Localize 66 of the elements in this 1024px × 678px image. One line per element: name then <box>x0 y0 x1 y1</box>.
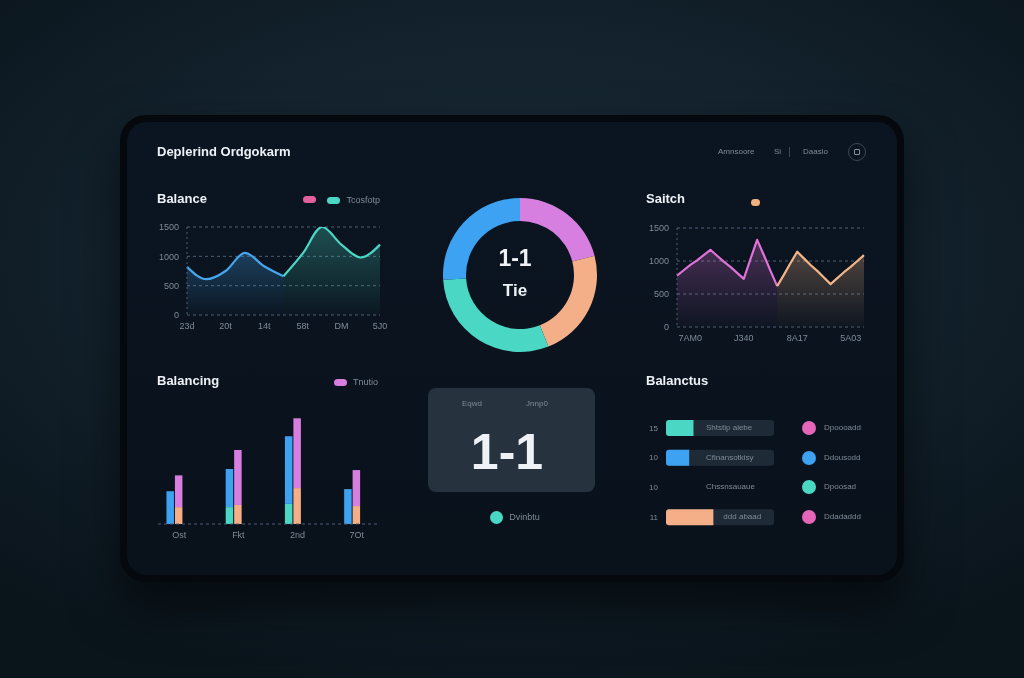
y-tick-label: 1500 <box>158 222 179 233</box>
bar <box>174 475 183 508</box>
y-tick-label: 15 <box>649 423 659 433</box>
bar <box>174 507 183 524</box>
x-tick-label: J340 <box>734 333 754 344</box>
legend-label: Tcosfotp <box>346 195 380 206</box>
annotation: Chssnsauaue <box>706 482 755 493</box>
bar <box>225 507 234 524</box>
chart-title: Balancing <box>157 373 220 389</box>
text: Ddadaddd <box>824 512 861 523</box>
chart-title: Balance <box>157 191 207 207</box>
x-tick-label: 7AM0 <box>678 333 703 344</box>
x-tick-label: 23d <box>179 321 195 332</box>
text: 1-1 <box>498 244 532 271</box>
chart-title: Balanctus <box>646 373 709 389</box>
text: Tie <box>502 280 528 300</box>
text: Deplerind Ordgokarm <box>157 144 291 160</box>
bar <box>293 418 301 489</box>
x-tick-label: 7Ot <box>349 530 365 541</box>
x-tick-label: Fkt <box>232 530 246 541</box>
x-tick-label: 58t <box>296 321 310 332</box>
y-tick-label: 1500 <box>648 223 669 234</box>
legend-label: Dvinbtu <box>509 512 540 523</box>
annotation: Shtstip alebe <box>706 422 753 433</box>
y-tick-label: 0 <box>663 322 669 333</box>
text: Daasio <box>803 147 828 157</box>
bar <box>284 436 293 504</box>
text: Ddousodd <box>824 452 861 463</box>
bar <box>293 488 301 524</box>
y-tick-label: 1000 <box>158 251 179 262</box>
y-tick-label: 11 <box>649 512 659 522</box>
x-tick-label: Ost <box>172 530 187 541</box>
donut-slice <box>539 255 597 347</box>
y-tick-label: 500 <box>653 289 669 300</box>
x-tick-label: 2nd <box>290 530 306 541</box>
donut-slice <box>443 278 549 352</box>
bar <box>234 504 242 524</box>
x-tick-label: 5A03 <box>840 333 862 344</box>
bar <box>234 450 242 505</box>
y-tick-label: 0 <box>173 310 179 321</box>
text: Dpoooadd <box>824 422 861 433</box>
text: Jnnp0 <box>526 399 548 408</box>
chart-title: Saitch <box>646 191 686 207</box>
text: Si <box>774 147 782 157</box>
y-tick-label: 10 <box>649 453 659 463</box>
text: ddd abaad <box>723 512 762 523</box>
bar <box>225 469 234 508</box>
text: Amnsoore <box>718 147 755 157</box>
x-tick-label: 20t <box>219 321 233 332</box>
bar <box>284 503 293 524</box>
y-tick-label: 1000 <box>648 256 669 267</box>
y-tick-label: 10 <box>649 483 659 493</box>
bar <box>352 506 361 524</box>
annotation: Cfinansotkisy <box>706 452 754 463</box>
legend-label: Tnutio <box>352 377 378 388</box>
text: Eqwd <box>461 399 483 408</box>
x-tick-label: 5J0 <box>372 321 388 332</box>
text: Dpoosad <box>824 482 857 493</box>
text: 1-1 <box>470 424 544 480</box>
bar <box>166 491 174 524</box>
x-tick-label: 14t <box>257 321 271 332</box>
bar <box>352 470 361 507</box>
y-tick-label: 500 <box>163 280 179 291</box>
x-tick-label: DM <box>334 321 349 332</box>
x-tick-label: 8A17 <box>786 333 808 344</box>
bar <box>344 489 352 524</box>
